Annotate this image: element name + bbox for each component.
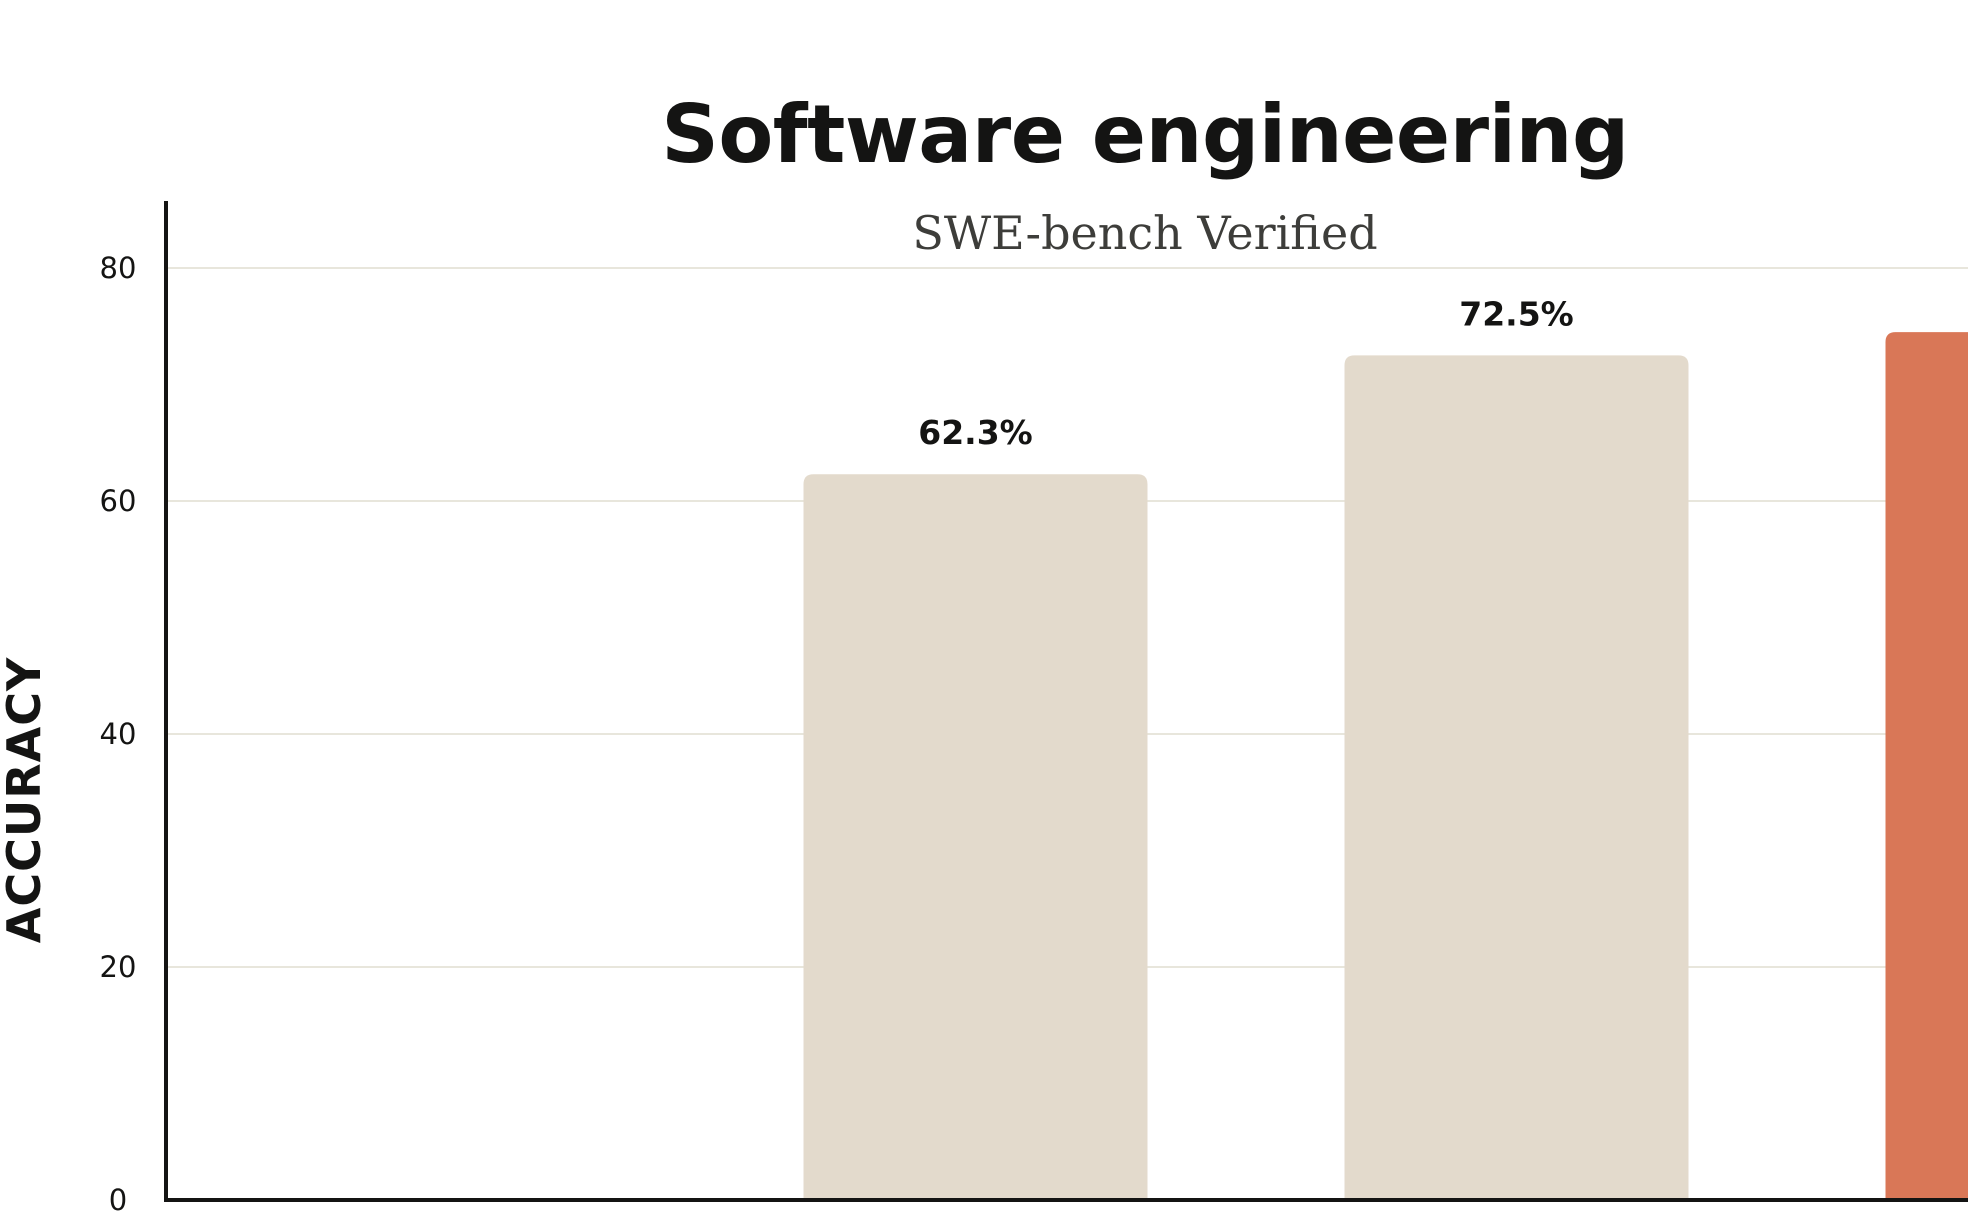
- chart-title: Software engineering: [661, 88, 1629, 181]
- data-label: 62.3%: [918, 413, 1033, 452]
- y-tick-label: 80: [100, 251, 137, 285]
- y-tick-label: 0: [109, 1183, 127, 1217]
- y-tick-label: 40: [100, 717, 137, 751]
- bar: [1885, 332, 1968, 1200]
- bar: [1344, 355, 1689, 1200]
- data-label: 72.5%: [1459, 294, 1574, 333]
- y-tick-label: 60: [100, 484, 137, 518]
- y-tick-label: 20: [100, 950, 137, 984]
- chart-subtitle: SWE-bench Verified: [912, 206, 1378, 260]
- bar: [803, 474, 1148, 1201]
